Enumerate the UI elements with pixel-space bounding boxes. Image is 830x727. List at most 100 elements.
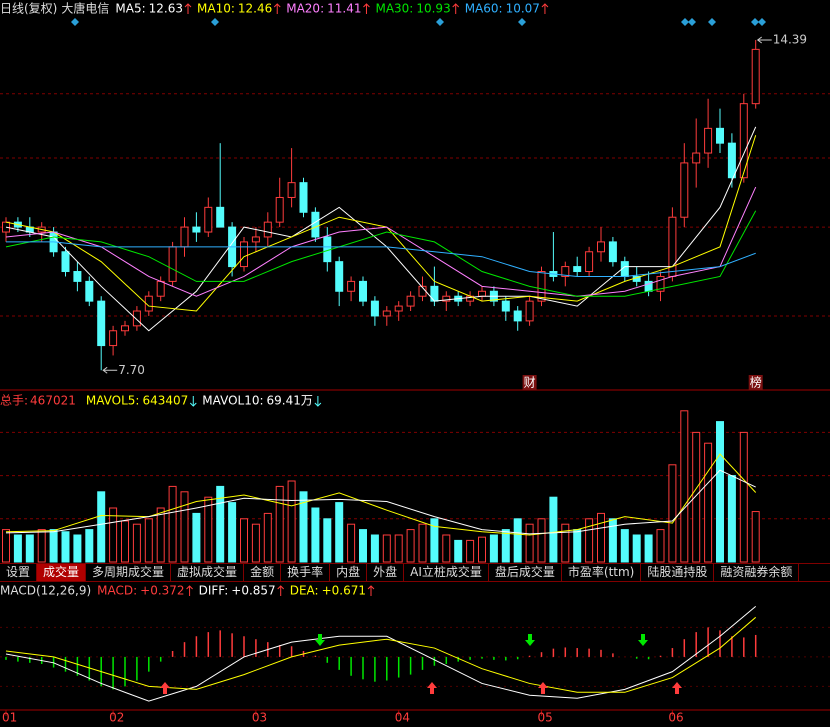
volume-bar: [359, 529, 367, 563]
signal-arrow: [525, 634, 535, 646]
tab[interactable]: 内盘: [330, 564, 368, 581]
tab[interactable]: 虚拟成交量: [171, 564, 245, 581]
volume-bar: [656, 529, 665, 563]
date-label: 06: [668, 711, 683, 725]
indicator-name: MA60:: [465, 2, 503, 16]
candle-body: [370, 300, 379, 317]
volume-bar: [668, 464, 677, 563]
signal-arrow: [427, 682, 437, 694]
volume-bar: [716, 421, 724, 563]
candle-body: [537, 271, 546, 302]
volume-bar: [704, 442, 713, 563]
trend-arrow-head: [541, 3, 549, 8]
volume-bar: [85, 529, 94, 563]
volume-bar: [620, 529, 629, 563]
indicator-value: 10.07: [506, 2, 540, 16]
candle-body: [251, 236, 260, 243]
indicator-line: [5, 135, 757, 312]
tab[interactable]: 融资融券余额: [714, 564, 800, 581]
tab[interactable]: 多周期成交量: [86, 564, 172, 581]
tab[interactable]: 盘后成交量: [489, 564, 562, 581]
volume-value: 467021: [30, 394, 76, 408]
volume-bar: [347, 523, 356, 563]
signal-diamond: [688, 18, 696, 26]
volume-bar: [323, 518, 332, 563]
mavol-value: 69.41万: [267, 394, 313, 408]
tab[interactable]: 外盘: [367, 564, 405, 581]
tab[interactable]: 换手率: [281, 564, 331, 581]
candle-body: [144, 295, 153, 312]
volume-bar: [132, 523, 141, 563]
volume-bar: [370, 534, 379, 563]
volume-bar: [109, 507, 118, 563]
signal-diamond: [758, 18, 766, 26]
extreme-arrow: [102, 366, 108, 374]
volume-bar: [2, 529, 10, 563]
candle-body: [263, 221, 272, 238]
candle-body: [97, 300, 106, 347]
date-label: 02: [109, 711, 124, 725]
candle-body: [751, 48, 760, 105]
tab[interactable]: 市盈率(ttm): [562, 564, 642, 581]
tab[interactable]: 设置: [0, 564, 38, 581]
tab[interactable]: AI立桩成交量: [404, 564, 489, 581]
volume-bar: [180, 491, 189, 563]
indicator-name: MA10:: [197, 2, 235, 16]
volume-bar: [382, 534, 391, 563]
volume-bar: [13, 534, 22, 563]
candle-body: [739, 103, 748, 179]
candle-body: [347, 280, 356, 292]
volume-bar: [597, 512, 605, 563]
tab[interactable]: 成交量: [37, 564, 87, 581]
indicator-value: 10.93: [416, 2, 450, 16]
indicator-value: 12.63: [149, 2, 183, 16]
candle-body: [168, 246, 177, 282]
event-marker-label: 榜: [750, 375, 762, 390]
candle-body: [656, 275, 665, 292]
indicator-line: [5, 210, 757, 297]
volume-bar: [525, 523, 534, 563]
candle-body: [692, 152, 701, 164]
volume-bar: [49, 529, 58, 563]
signal-diamond: [71, 18, 79, 26]
volume-bar: [144, 518, 153, 563]
indicator-line: [6, 241, 756, 277]
mavol-name: MAVOL10:: [202, 394, 263, 408]
macd-line-name: DEA:: [290, 584, 319, 598]
tab[interactable]: 陆股通持股: [641, 564, 715, 581]
volume-bar: [216, 485, 225, 563]
volume-bar: [228, 502, 237, 563]
volume-name: 总手:: [0, 394, 28, 408]
stock-name: 大唐电信: [61, 1, 109, 16]
mavol-value: 643407: [142, 394, 188, 408]
trend-arrow-head: [314, 402, 322, 407]
candle-body: [216, 206, 225, 228]
volume-bar: [478, 536, 486, 563]
signal-diamond: [708, 18, 716, 26]
indicator-name: MA5:: [115, 2, 145, 16]
volume-bar: [97, 491, 106, 563]
signal-diamond: [436, 18, 444, 26]
volume-bar: [406, 529, 415, 563]
date-label: 01: [2, 711, 17, 725]
event-marker: [522, 375, 537, 390]
signal-arrow: [160, 682, 170, 694]
tab[interactable]: 金额: [244, 564, 282, 581]
volume-bar: [430, 518, 439, 563]
candle-body: [85, 280, 94, 302]
candle-body: [585, 251, 594, 273]
macd-value: +0.372: [140, 584, 184, 598]
event-marker: [748, 375, 763, 390]
candle-body: [359, 280, 367, 302]
volume-bar: [466, 539, 475, 563]
candle-body: [61, 251, 70, 273]
trend-arrow-head: [277, 585, 285, 590]
extreme-label: 14.39: [773, 32, 807, 46]
candle-body: [597, 241, 605, 253]
volume-bar: [311, 507, 320, 563]
volume-bar: [156, 507, 165, 563]
volume-bar: [121, 520, 129, 563]
signal-arrow: [672, 682, 682, 694]
indicator-line: [5, 616, 757, 693]
